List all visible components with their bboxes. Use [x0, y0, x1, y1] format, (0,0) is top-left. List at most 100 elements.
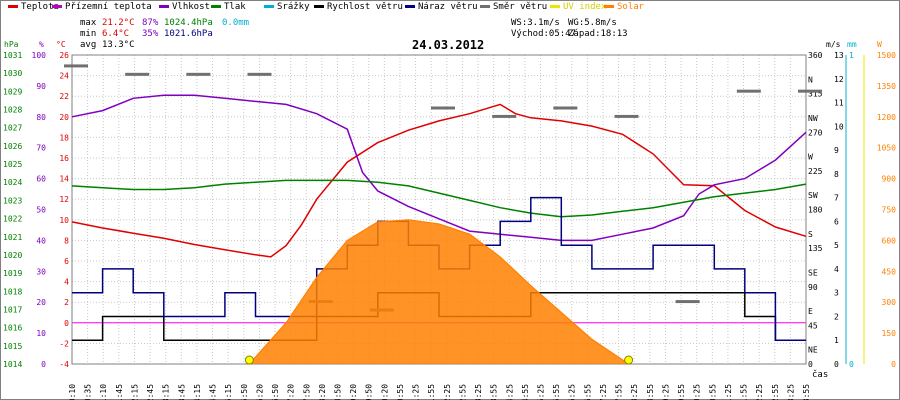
x-tick-label: 11:25: [412, 384, 421, 400]
x-tick-label: 11:55: [427, 384, 436, 400]
wind-speed-tick: 2: [834, 312, 839, 321]
wind-dir-tick: E: [808, 307, 813, 316]
pressure-tick: 1031: [3, 51, 22, 60]
wind-dir-mark: [736, 89, 761, 93]
pressure-tick: 1018: [3, 287, 22, 296]
legend-swatch: [480, 5, 490, 8]
legend-label: UV index: [563, 2, 607, 12]
legend-item-9: Solar: [604, 2, 644, 12]
wind-speed-tick: 11: [834, 99, 844, 108]
chart-title: 24.03.2012: [412, 38, 485, 52]
wind-dir-tick: W: [808, 153, 813, 162]
legend-label: Přízemní teplota: [65, 2, 152, 12]
legend-label: Srážky: [277, 2, 310, 12]
x-tick-label: 10:55: [396, 384, 405, 400]
wind-dir-mark: [247, 72, 272, 76]
solar-tick: 450: [882, 267, 897, 276]
stat-sunrise: Východ:05:47: [511, 29, 577, 39]
x-tick-label: 07:20: [287, 384, 296, 400]
legend-item-2: Vlhkost: [159, 2, 210, 12]
temperature-tick: 20: [59, 113, 69, 122]
solar-tick: 1500: [877, 51, 896, 60]
humidity-tick: 80: [36, 113, 46, 122]
x-tick-label: 03:15: [162, 384, 171, 400]
x-tick-label: 09:50: [365, 384, 374, 400]
wind-speed-tick: 8: [834, 170, 839, 179]
x-tick-label: 18:25: [630, 384, 639, 400]
legend-label: Teplota: [21, 2, 59, 12]
legend-swatch: [550, 5, 560, 8]
legend-label: Směr větru: [493, 2, 548, 12]
temperature-tick: 22: [59, 92, 69, 101]
axis-label-temperature: °C: [56, 40, 66, 49]
solar-tick: 750: [882, 206, 897, 215]
humidity-tick: 50: [36, 206, 46, 215]
legend-item-6: Náraz větru: [405, 2, 478, 12]
x-tick-label: 17:25: [599, 384, 608, 400]
x-tick-label: 01:45: [115, 384, 124, 400]
temperature-tick: 0: [64, 319, 69, 328]
legend-swatch: [211, 5, 221, 8]
legend-item-4: Srážky: [264, 2, 310, 12]
x-tick-label: 00:10: [68, 384, 77, 400]
x-tick-label: 05:50: [240, 384, 249, 400]
x-tick-label: 10:20: [380, 384, 389, 400]
wind-speed-tick: 5: [834, 241, 839, 250]
wind-dir-tick: N: [808, 75, 813, 84]
legend-item-3: Tlak: [211, 2, 246, 12]
x-tick-label: 15:25: [537, 384, 546, 400]
wind-dir-mark: [186, 72, 211, 76]
wind-dir-tick: 90: [808, 283, 818, 292]
temperature-tick: 4: [64, 278, 69, 287]
pressure-tick: 1024: [3, 178, 22, 187]
solar-tick: 600: [882, 236, 897, 245]
x-tick-label: 19:25: [661, 384, 670, 400]
x-tick-label: 03:45: [177, 384, 186, 400]
solar-area: [249, 219, 629, 364]
legend-label: Solar: [617, 2, 645, 12]
wind-speed-tick: 9: [834, 146, 839, 155]
pressure-tick: 1030: [3, 69, 22, 78]
wind-dir-tick: NE: [808, 346, 818, 355]
axis-label-solar: W: [877, 40, 882, 49]
pressure-tick: 1014: [3, 360, 22, 369]
humidity-tick: 100: [32, 51, 47, 60]
wind-dir-tick: NW: [808, 114, 818, 123]
stat-min-hum: 35%: [142, 29, 159, 39]
temperature-tick: -4: [59, 360, 69, 369]
legend-label: Tlak: [224, 2, 246, 12]
pressure-tick: 1026: [3, 142, 22, 151]
solar-curve: [248, 219, 629, 365]
temperature-tick: 14: [59, 175, 69, 184]
x-tick-label: 14:25: [505, 384, 514, 400]
x-tick-label: 14:55: [521, 384, 530, 400]
axis-label-pressure: hPa: [4, 40, 19, 49]
stat-min-press: 1021.6hPa: [164, 29, 213, 39]
temperature-tick: 18: [59, 133, 69, 142]
rain-tick: 0: [849, 360, 854, 369]
x-tick-label: 22:55: [771, 384, 780, 400]
x-tick-label: 09:20: [349, 384, 358, 400]
series-line-0: [71, 103, 807, 258]
x-tick-label: 06:20: [255, 384, 264, 400]
legend-item-8: UV index: [550, 2, 606, 12]
wind-dir-tick: SW: [808, 191, 818, 200]
humidity-tick: 40: [36, 236, 46, 245]
wind-dir-mark: [798, 89, 822, 93]
stat-max-hum: 87%: [142, 18, 159, 28]
pressure-tick: 1016: [3, 324, 22, 333]
pressure-tick: 1029: [3, 87, 22, 96]
x-tick-label: 17:55: [615, 384, 624, 400]
pressure-tick: 1015: [3, 342, 22, 351]
wind-dir-tick: 135: [808, 244, 823, 253]
pressure-tick: 1025: [3, 160, 22, 169]
x-tick-label: 13:25: [474, 384, 483, 400]
x-tick-label: 07:50: [302, 384, 311, 400]
humidity-tick: 10: [36, 329, 46, 338]
wind-dir-mark: [64, 64, 88, 68]
axis-label-humidity: %: [39, 40, 44, 49]
legend-swatch: [264, 5, 274, 8]
wind-dir-tick: 45: [808, 321, 818, 330]
temperature-tick: 8: [64, 236, 69, 245]
wind-dir-tick: 270: [808, 128, 823, 137]
